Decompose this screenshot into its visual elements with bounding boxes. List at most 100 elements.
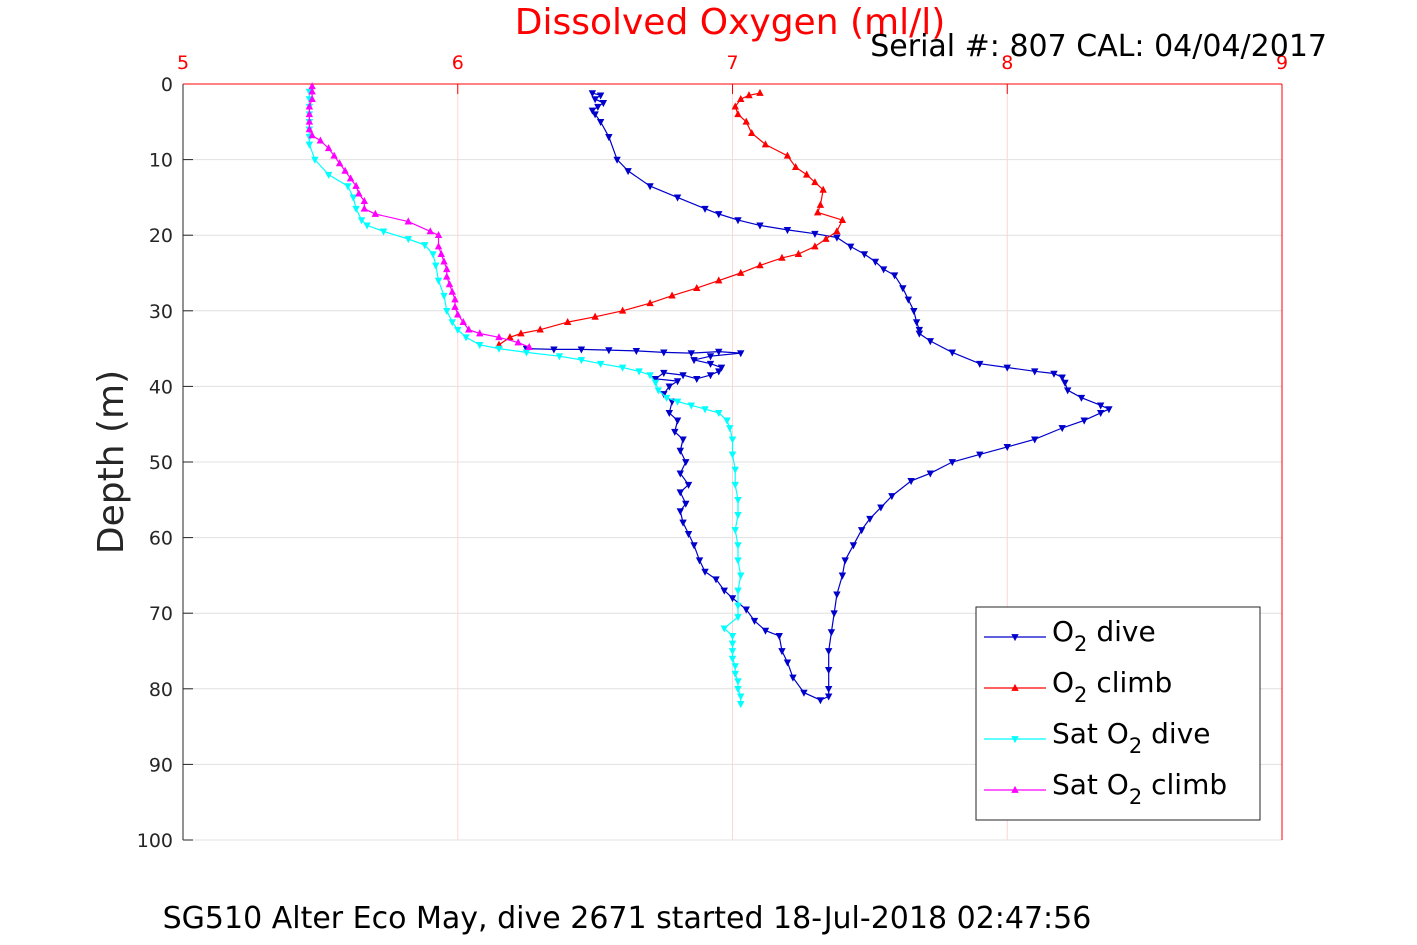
data-point	[451, 302, 459, 310]
data-point	[791, 162, 800, 171]
x-tick-label: 9	[1276, 52, 1288, 74]
data-point	[1003, 444, 1011, 452]
data-point	[715, 211, 723, 219]
data-point	[341, 166, 349, 174]
data-point	[1061, 379, 1069, 387]
data-point	[525, 342, 533, 350]
data-point	[591, 312, 599, 320]
data-point	[802, 170, 811, 178]
data-point	[706, 360, 715, 368]
legend-marker	[1011, 785, 1019, 793]
data-point	[311, 156, 319, 164]
y-tick-label: 70	[149, 603, 173, 625]
data-point	[437, 249, 445, 257]
data-point	[451, 295, 459, 303]
series-layer	[305, 82, 1113, 709]
data-point	[591, 111, 599, 119]
data-point	[890, 272, 899, 280]
x-tick-label: 6	[452, 52, 464, 74]
data-point	[459, 317, 467, 326]
data-point	[676, 447, 684, 455]
data-point	[646, 299, 654, 307]
data-point	[357, 217, 366, 225]
data-point	[305, 125, 314, 133]
series-sat-o2-climb	[305, 82, 533, 350]
data-point	[976, 451, 984, 459]
data-point	[695, 557, 704, 565]
data-point	[778, 253, 786, 261]
data-point	[324, 144, 333, 152]
data-point	[756, 261, 764, 269]
data-point	[536, 325, 544, 333]
data-point	[349, 194, 358, 202]
data-point	[734, 685, 742, 693]
data-point	[646, 183, 654, 191]
data-point	[371, 209, 380, 217]
data-point	[693, 283, 701, 291]
data-point	[877, 504, 885, 512]
data-point	[748, 128, 756, 136]
data-point	[434, 277, 443, 285]
data-point	[429, 251, 437, 259]
data-point	[841, 557, 849, 565]
data-point	[440, 292, 448, 300]
data-point	[827, 629, 836, 637]
data-point	[866, 515, 874, 523]
series-o2-dive	[522, 90, 1113, 705]
data-point	[734, 110, 742, 118]
y-tick-label: 0	[161, 74, 173, 96]
data-point	[454, 310, 462, 318]
data-point	[734, 496, 742, 504]
data-point	[434, 231, 443, 239]
data-point	[665, 409, 674, 418]
data-point	[434, 242, 443, 250]
data-point	[676, 508, 684, 516]
y-axis-label: Depth (m)	[91, 370, 132, 554]
data-point	[761, 627, 770, 635]
data-point	[728, 655, 737, 663]
legend-marker	[1011, 683, 1019, 691]
data-point	[728, 633, 737, 641]
data-point	[404, 236, 412, 244]
data-point	[355, 189, 363, 197]
data-point	[651, 375, 660, 384]
legend-label: Sat O2 climb	[1052, 768, 1227, 809]
chart-subtitle: Serial #: 807 CAL: 04/04/2017	[870, 29, 1327, 64]
data-point	[904, 296, 913, 304]
data-point	[671, 428, 679, 436]
data-point	[448, 319, 456, 327]
data-point	[824, 667, 833, 675]
data-point	[948, 459, 956, 467]
data-point	[701, 568, 709, 576]
data-point	[676, 470, 684, 478]
legend: O2 dive O2 climb Sat O2 dive Sat O2 climb	[975, 606, 1261, 821]
data-point	[737, 268, 745, 276]
data-point	[682, 500, 690, 508]
data-point	[888, 493, 896, 501]
data-point	[813, 208, 822, 216]
data-point	[1096, 402, 1105, 410]
data-point	[654, 387, 663, 395]
data-point	[684, 481, 693, 489]
data-point	[811, 178, 819, 186]
data-point	[360, 197, 369, 205]
data-point	[462, 334, 470, 342]
data-point	[838, 215, 847, 223]
data-point	[618, 364, 627, 372]
data-point	[445, 280, 454, 288]
data-point	[860, 251, 869, 259]
data-point	[305, 117, 314, 125]
data-point	[948, 349, 956, 357]
data-point	[701, 406, 709, 414]
data-point	[899, 285, 907, 293]
data-point	[687, 350, 695, 358]
data-point	[596, 118, 605, 126]
data-point	[690, 542, 698, 550]
data-point	[1105, 406, 1113, 414]
legend-item: O2 dive	[984, 615, 1156, 656]
legend-label: O2 dive	[1052, 615, 1156, 656]
data-point	[737, 572, 745, 580]
data-point	[731, 663, 739, 671]
data-point	[432, 262, 440, 270]
